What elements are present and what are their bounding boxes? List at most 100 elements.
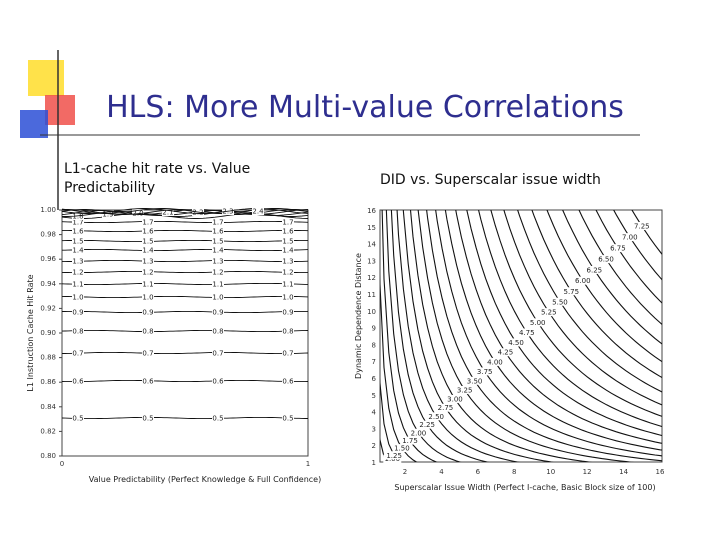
label-bg [212,268,224,276]
label-bg [142,414,154,422]
x-tick-label: 10 [546,468,555,476]
contour-line [62,351,309,355]
contour-label: 7.25 [634,222,650,230]
caption-left: L1-cache hit rate vs. Value Predictabili… [64,161,251,196]
contour-label: 1.2 [212,269,223,277]
label-bg [72,237,84,245]
contour-label: 1.4 [72,247,84,255]
label-bg [562,287,581,296]
contour-label: 1.8 [72,213,83,221]
contour-label: 1.3 [282,258,293,266]
contour-label: 1.75 [402,437,418,445]
contour-label: 0.9 [282,309,293,317]
contour-label: 1.0 [282,294,293,302]
x-tick-label: 12 [583,468,592,476]
label-bg [528,318,547,327]
contour-label: 0.7 [72,350,83,358]
contour-label: 1.0 [212,294,223,302]
contour-label: 0.5 [72,415,83,423]
contour-line [426,210,662,462]
label-bg [212,280,224,288]
contour-label: 1.2 [282,269,293,277]
y-tick-label: 0.94 [40,280,56,288]
y-tick-label: 4 [372,409,377,417]
label-bg [212,414,224,422]
y-tick-label: 13 [367,257,376,265]
contour-label: 1.1 [72,281,83,289]
y-tick-label: 5 [372,392,376,400]
contour-line [578,210,662,326]
contour-label: 1.6 [282,228,294,236]
contour-label: 5.25 [541,309,557,317]
label-bg [427,412,446,421]
y-tick-label: 11 [367,291,376,299]
contour-line [390,210,490,462]
contour-label: 1.5 [142,238,153,246]
label-bg [282,280,294,288]
label-bg [282,327,294,335]
label-bg [455,385,474,394]
contour-label: 1.6 [72,228,84,236]
contour-line [435,210,662,457]
contour-label: 1.5 [282,238,293,246]
contour-line [477,210,662,428]
label-bg [507,338,526,347]
y-tick-label: 15 [367,224,376,232]
contour-line [503,210,662,406]
contour-label: 3.75 [477,368,493,376]
contour-label: 0.8 [282,328,293,336]
contour-label: 2.00 [411,429,427,437]
y-axis-label: L1 Instruction Cache Hit Rate [26,274,35,391]
label-bg [72,227,84,235]
label-bg [585,265,604,274]
contour-line [62,259,309,263]
label-bg [282,268,294,276]
contour-label: 0.8 [72,328,83,336]
label-bg [142,227,154,235]
y-tick-label: 7 [372,358,376,366]
label-bg [212,218,224,226]
label-bg [550,297,569,306]
x-tick-label: 8 [512,468,516,476]
label-bg [142,308,154,316]
label-bg [282,414,294,422]
contour-label: 4.50 [508,339,524,347]
contour-line [444,210,662,451]
x-tick-label: 4 [439,468,444,476]
label-bg [409,428,428,437]
y-tick-label: 0.84 [40,403,56,411]
plot-frame [379,209,663,463]
x-tick-label: 1 [306,460,310,468]
contour-label: 0.6 [212,378,224,386]
label-bg [282,237,294,245]
label-bg [72,218,84,226]
contour-line [61,220,309,224]
contour-line [385,210,462,462]
label-bg [418,420,437,429]
y-tick-label: 12 [367,274,376,282]
y-tick-label: 0.88 [40,354,56,362]
contour-line [517,210,662,393]
contour-label: 1.9 [102,211,113,219]
contour-label: 0.7 [142,350,153,358]
label-bg [282,377,294,385]
contour-line [61,416,308,420]
x-tick-label: 2 [403,468,407,476]
contour-label: 0.9 [212,309,223,317]
contour-line [417,210,635,462]
label-bg [282,293,294,301]
contour-label: 1.25 [386,452,402,460]
contour-label: 0.7 [212,350,223,358]
label-bg [465,376,484,385]
contour-line [466,210,662,437]
contour-label: 0.7 [282,350,293,358]
label-bg [282,227,294,235]
contour-label: 1.5 [212,238,223,246]
y-tick-label: 0.96 [40,255,56,263]
contour-line [61,208,309,214]
contour-label: 1.7 [282,219,293,227]
contour-label: 0.8 [142,328,153,336]
contour-label: 0.5 [142,415,153,423]
label-bg [142,349,154,357]
label-bg [142,377,154,385]
